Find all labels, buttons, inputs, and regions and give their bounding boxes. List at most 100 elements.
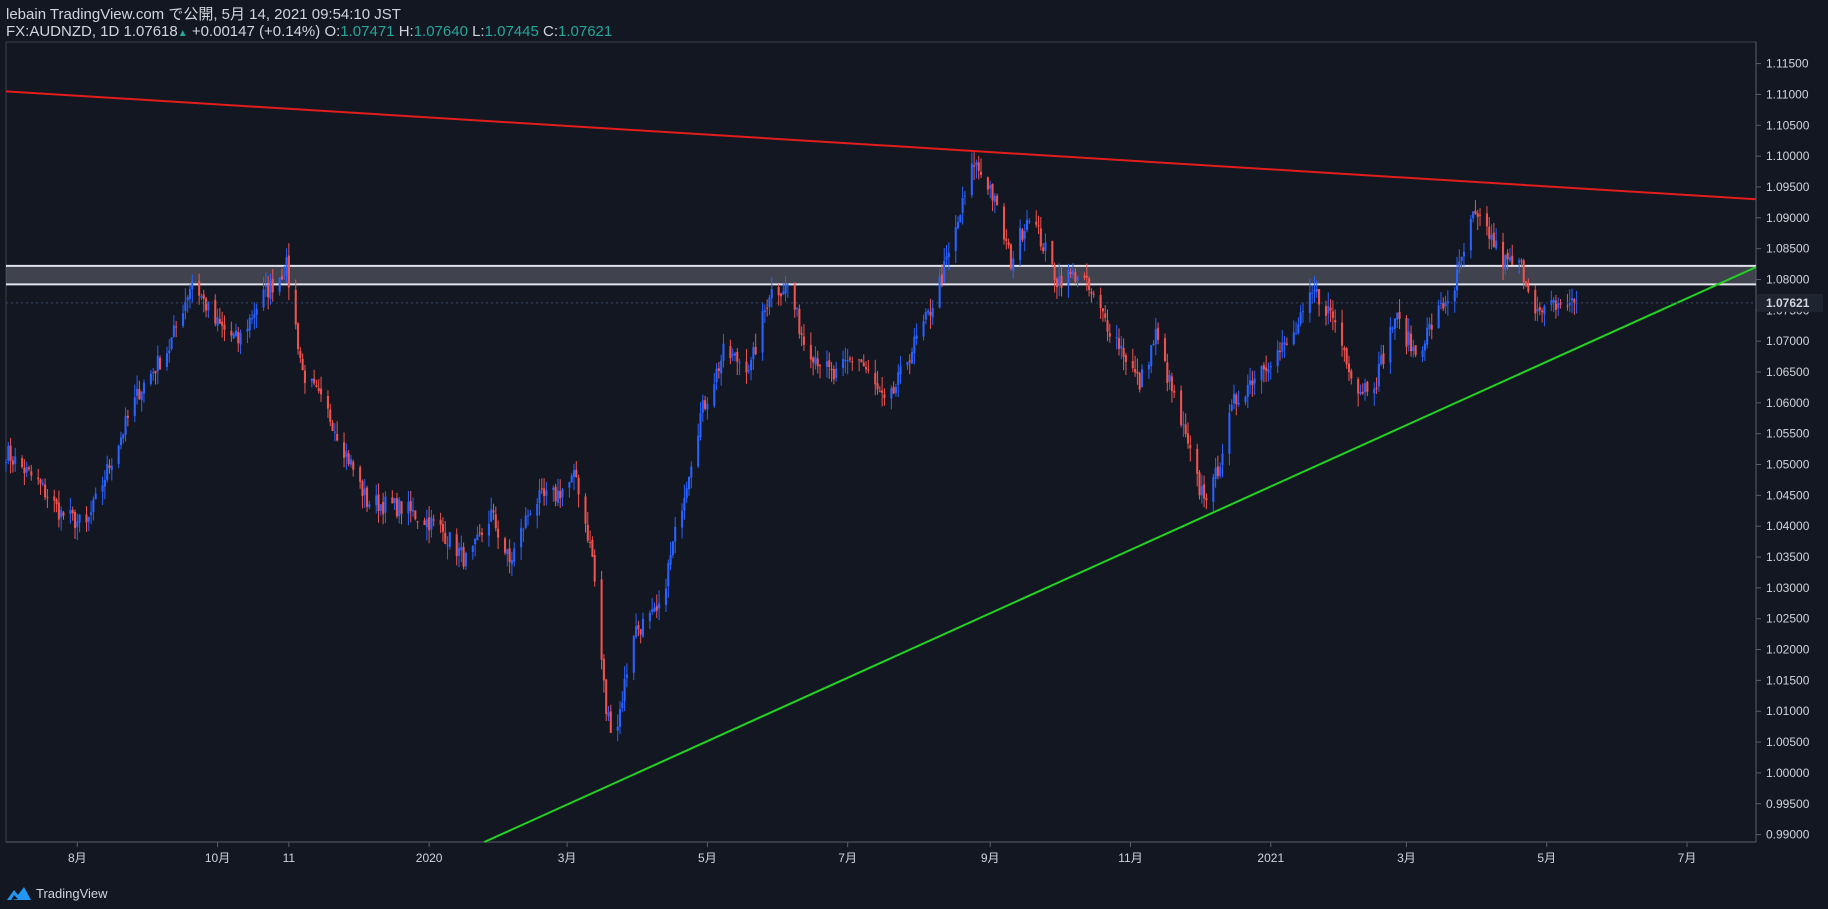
candle-body xyxy=(848,358,851,360)
candle-body xyxy=(14,456,17,465)
candle-body xyxy=(883,394,886,398)
candle-body xyxy=(182,313,185,326)
candle-body xyxy=(1042,247,1045,252)
candle-body xyxy=(191,280,194,290)
candle-body xyxy=(1405,317,1408,347)
candle-body xyxy=(216,317,219,326)
candle-body xyxy=(1430,324,1433,330)
footer-brand[interactable]: TradingView xyxy=(6,885,108,901)
candle-body xyxy=(37,477,40,480)
current-price-label: 1.07621 xyxy=(1766,296,1810,310)
candle-body xyxy=(957,222,960,229)
candle-body xyxy=(835,368,838,378)
candle-body xyxy=(991,184,994,201)
candle-body xyxy=(444,532,447,544)
resistance-trendline[interactable] xyxy=(5,90,1757,201)
candle-body xyxy=(1074,272,1077,282)
candle-body xyxy=(214,300,217,324)
candle-body xyxy=(625,674,628,678)
candle-body xyxy=(200,296,203,298)
symbol-label: FX:AUDNZD, 1D xyxy=(6,23,120,40)
price-tick-label: 1.10500 xyxy=(1766,118,1810,132)
candle-body xyxy=(699,413,702,437)
candle-body xyxy=(1099,295,1102,308)
candle-body xyxy=(908,360,911,362)
candle-body xyxy=(1186,433,1190,444)
candle-body xyxy=(1090,291,1093,294)
candle-body xyxy=(359,467,362,482)
candle-body xyxy=(1382,353,1385,365)
candle-body xyxy=(1035,221,1038,225)
chart-header: lebain TradingView.com で公開, 5月 14, 2021 … xyxy=(6,6,612,42)
candle-body xyxy=(476,534,479,540)
candle-body xyxy=(536,504,539,516)
candle-body xyxy=(269,280,272,299)
candle-body xyxy=(777,287,780,296)
candle-body xyxy=(1359,392,1362,394)
candle-body xyxy=(651,609,654,612)
price-tick-label: 1.00000 xyxy=(1766,766,1810,780)
candle-body xyxy=(441,524,444,532)
candle-body xyxy=(1205,497,1208,501)
candle-body xyxy=(234,330,237,336)
candle-body xyxy=(1122,347,1125,357)
price-tick-label: 1.02500 xyxy=(1766,612,1810,626)
candle-body xyxy=(39,479,42,484)
candle-body xyxy=(487,523,490,536)
candle-body xyxy=(1462,251,1465,257)
candle-body xyxy=(996,195,999,206)
candle-body xyxy=(1267,369,1270,373)
candle-body xyxy=(575,469,578,478)
candle-body xyxy=(1552,299,1555,303)
candle-body xyxy=(395,498,398,517)
candle-body xyxy=(623,679,626,702)
candle-body xyxy=(938,276,941,308)
candle-body xyxy=(1136,371,1139,374)
candle-body xyxy=(423,520,426,526)
candle-body xyxy=(253,314,256,318)
candle-body xyxy=(294,289,297,325)
candle-body xyxy=(503,538,507,553)
candle-body xyxy=(697,435,700,467)
candle-body xyxy=(1295,333,1298,335)
candle-body xyxy=(262,289,265,308)
support-trendline[interactable] xyxy=(483,266,1757,843)
candle-body xyxy=(1490,234,1493,240)
candle-body xyxy=(963,195,966,197)
candle-body xyxy=(471,546,474,552)
price-tick-label: 1.04500 xyxy=(1766,488,1810,502)
candle-body xyxy=(577,477,580,495)
candle-body xyxy=(1101,308,1104,312)
candle-body xyxy=(1147,364,1150,370)
price-tick-label: 1.10000 xyxy=(1766,149,1810,163)
candle-body xyxy=(297,323,300,350)
candle-body xyxy=(1308,292,1311,313)
candle-body xyxy=(124,416,127,435)
candle-body xyxy=(400,501,403,514)
candle-body xyxy=(73,512,77,529)
candle-body xyxy=(685,488,688,499)
candle-body xyxy=(267,284,270,298)
candle-body xyxy=(979,171,983,175)
candle-body xyxy=(1037,225,1040,227)
open-value: 1.07471 xyxy=(340,23,395,40)
candle-body xyxy=(23,467,26,474)
candle-body xyxy=(310,378,313,382)
time-tick-label: 7月 xyxy=(838,851,857,865)
candle-body xyxy=(1423,343,1426,351)
last-price: 1.07618 xyxy=(123,23,178,40)
candle-body xyxy=(1520,260,1523,262)
candle-body xyxy=(819,365,822,367)
candle-body xyxy=(149,373,152,385)
candle-body xyxy=(230,330,233,336)
candle-body xyxy=(1525,281,1528,285)
candle-body xyxy=(867,369,870,371)
brand-name: TradingView xyxy=(36,885,108,901)
price-tick-label: 1.05500 xyxy=(1766,427,1810,441)
candle-body xyxy=(1055,278,1058,288)
candle-body xyxy=(1235,394,1238,405)
candle-body xyxy=(1485,213,1488,227)
high-label: H: xyxy=(398,23,414,40)
candle-body xyxy=(1391,327,1394,329)
